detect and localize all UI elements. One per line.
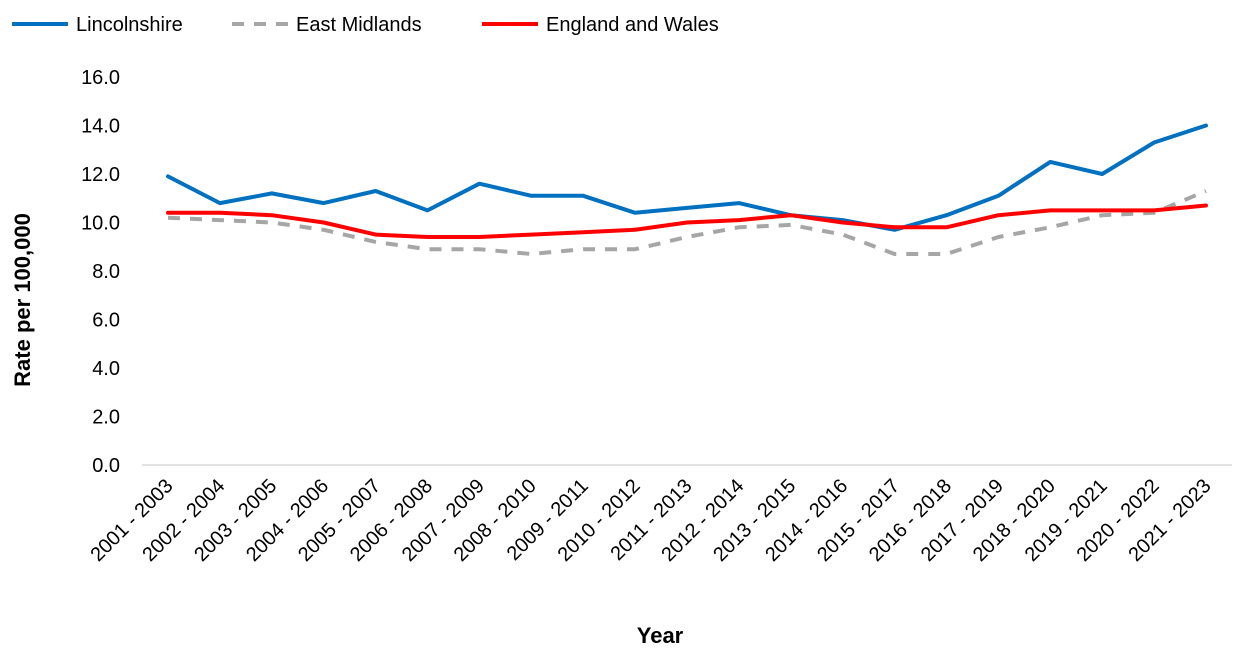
y-tick-label: 6.0: [92, 310, 120, 332]
legend-label-lincolnshire: Lincolnshire: [76, 14, 183, 36]
legend-label-east-midlands: East Midlands: [296, 14, 422, 36]
y-tick-label: 10.0: [81, 213, 120, 235]
y-tick-label: 8.0: [92, 261, 120, 283]
y-tick-label: 16.0: [81, 67, 120, 89]
x-axis-title: Year: [637, 623, 684, 648]
series-layer: [166, 123, 1208, 256]
y-axis-title: Rate per 100,000: [10, 213, 35, 387]
y-tick-label: 12.0: [81, 164, 120, 186]
series-line-england-and-wales: [166, 203, 1208, 239]
y-tick-label: 4.0: [92, 358, 120, 380]
series-line-lincolnshire: [166, 123, 1208, 232]
legend: Lincolnshire East Midlands England and Wal…: [12, 14, 719, 36]
legend-label-england-and-wales: England and Wales: [546, 14, 719, 36]
y-tick-label: 2.0: [92, 407, 120, 429]
y-tick-label: 0.0: [92, 455, 120, 477]
y-tick-label: 14.0: [81, 116, 120, 138]
y-axis-ticks: 0.0 2.0 4.0 6.0 8.0 10.0 12.0 14.0 16.0: [81, 67, 120, 477]
